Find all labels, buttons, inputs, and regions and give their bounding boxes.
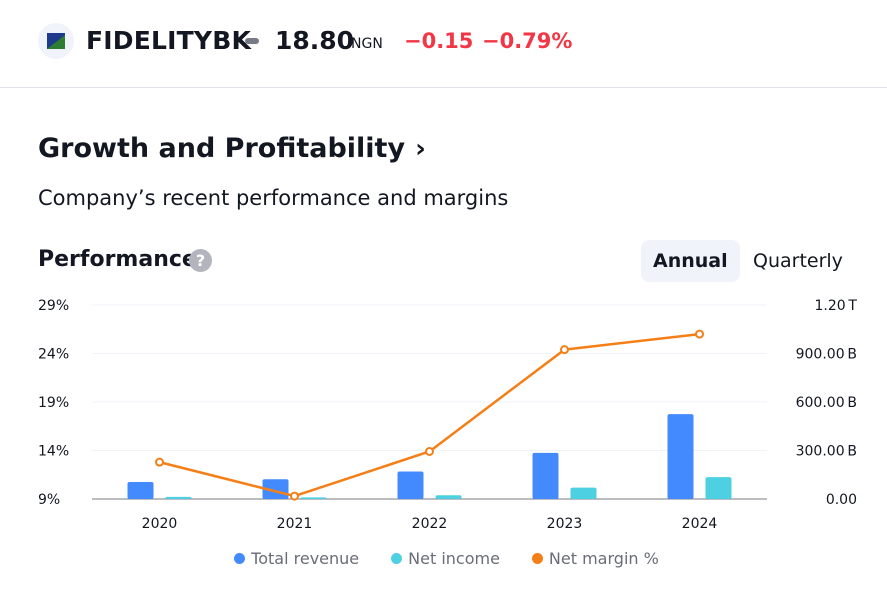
legend-label: Net margin %	[548, 549, 659, 568]
x-axis-tick-label: 2021	[277, 516, 313, 532]
legend-item-net-margin[interactable]: Net margin %	[526, 549, 659, 568]
left-axis-tick-label: 9%	[38, 492, 60, 508]
legend-item-net-income[interactable]: Net income	[385, 549, 500, 568]
section-subtitle: Company’s recent performance and margins	[38, 186, 509, 210]
legend-dot-income	[391, 553, 403, 564]
bank-logo-icon	[38, 23, 74, 59]
tab-annual[interactable]: Annual	[641, 240, 740, 282]
price-change: −0.15	[404, 29, 474, 53]
x-axis-tick-label: 2023	[547, 516, 583, 532]
right-axis-tick-label: 600.00 B	[796, 395, 857, 411]
point-net-margin	[560, 345, 569, 355]
point-net-margin	[695, 329, 704, 339]
right-axis-tick-label: 1.20 T	[814, 298, 857, 314]
bar-total-revenue	[667, 414, 694, 499]
ticker-symbol[interactable]: FIDELITYBK	[86, 26, 252, 55]
market-status-dash-icon	[245, 38, 259, 44]
left-axis-tick-label: 24%	[38, 347, 69, 363]
legend-dot-revenue	[234, 553, 246, 564]
bar-total-revenue	[532, 452, 559, 499]
last-price: 18.80	[275, 26, 355, 55]
line-net-margin	[159, 332, 700, 498]
bar-net-income	[435, 495, 462, 499]
bar-net-income	[300, 497, 327, 499]
point-net-margin	[155, 457, 164, 467]
bar-total-revenue	[127, 482, 154, 499]
left-axis-tick-label: 14%	[38, 444, 69, 460]
legend-item-total-revenue[interactable]: Total revenue	[228, 549, 359, 568]
tab-quarterly[interactable]: Quarterly	[753, 250, 843, 272]
left-axis-tick-label: 29%	[38, 298, 69, 314]
legend-label: Total revenue	[251, 549, 360, 568]
currency-code: NGN	[351, 36, 383, 52]
right-axis-tick-label: 900.00 B	[796, 347, 857, 363]
right-axis-tick-label: 0.00	[826, 492, 857, 508]
right-axis-tick-label: 300.00 B	[796, 444, 857, 460]
point-net-margin	[425, 446, 434, 456]
help-icon[interactable]: ?	[189, 249, 212, 272]
left-axis-tick-label: 19%	[38, 395, 69, 411]
bar-net-income	[705, 477, 732, 499]
x-axis-tick-label: 2020	[142, 516, 178, 532]
section-title: Growth and Profitability	[38, 133, 406, 164]
x-axis-tick-label: 2022	[412, 516, 448, 532]
section-title-link[interactable]: Growth and Profitability ›	[38, 133, 426, 164]
symbol-header: FIDELITYBK 18.80 NGN −0.15 −0.79%	[0, 0, 887, 88]
performance-chart: 29% 24% 19% 14% 9% 1.20 T 900.00 B 600.00 B 300.…	[38, 298, 857, 532]
bar-total-revenue	[397, 471, 424, 499]
point-net-margin	[290, 491, 299, 501]
price-change-percent: −0.79%	[482, 29, 573, 53]
bar-net-income	[570, 487, 597, 499]
legend-dot-margin	[531, 553, 543, 564]
chart-legend: Total revenue Net income Net margin %	[0, 549, 887, 568]
legend-label: Net income	[408, 549, 500, 568]
performance-title: Performance	[38, 247, 197, 272]
chevron-right-icon: ›	[415, 133, 426, 164]
x-axis-tick-label: 2024	[682, 516, 718, 532]
bar-net-income	[165, 496, 192, 499]
